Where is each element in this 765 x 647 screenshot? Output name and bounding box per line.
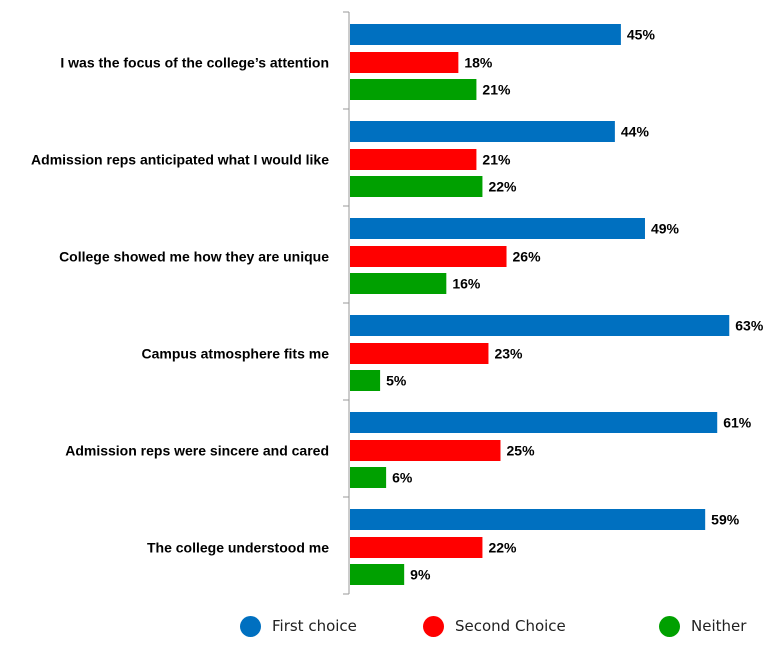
legend-label-second-choice: Second Choice [455, 617, 566, 635]
bar-first-choice [350, 412, 718, 433]
bar-second-choice [350, 246, 507, 267]
data-label: 21% [482, 152, 511, 168]
data-label: 6% [392, 470, 413, 486]
data-label: 26% [513, 249, 542, 265]
data-label: 22% [488, 540, 517, 556]
category-label: I was the focus of the college’s attenti… [60, 55, 329, 71]
bar-neither [350, 79, 477, 100]
data-label: 25% [507, 443, 536, 459]
bar-second-choice [350, 52, 459, 73]
legend-marker-second-choice [423, 615, 444, 637]
bar-second-choice [350, 343, 489, 364]
category-label: Admission reps anticipated what I would … [31, 152, 329, 168]
bar-neither [350, 273, 447, 294]
bar-first-choice [350, 315, 730, 336]
legend-item-second-choice: Second Choice [423, 612, 566, 640]
category-label: Campus atmosphere fits me [142, 346, 330, 362]
category-label: Admission reps were sincere and cared [65, 443, 329, 459]
bar-second-choice [350, 149, 477, 170]
bar-first-choice [350, 24, 621, 45]
bar-neither [350, 564, 405, 585]
bar-neither [350, 370, 381, 391]
legend-label-first-choice: First choice [272, 617, 357, 635]
data-label: 63% [735, 318, 764, 334]
bar-first-choice [350, 121, 615, 142]
data-label: 21% [482, 82, 511, 98]
data-label: 22% [488, 179, 517, 195]
data-label: 16% [452, 276, 481, 292]
legend-marker-neither [659, 615, 680, 637]
data-label: 49% [651, 221, 680, 237]
bar-neither [350, 176, 483, 197]
category-label: The college understood me [147, 540, 329, 556]
chart-legend: First choice Second Choice Neither [0, 612, 765, 640]
category-label: College showed me how they are unique [59, 249, 329, 265]
bar-first-choice [350, 218, 645, 239]
data-label: 9% [410, 567, 431, 583]
data-label: 45% [627, 27, 656, 43]
data-label: 59% [711, 512, 740, 528]
bar-first-choice [350, 509, 706, 530]
bar-neither [350, 467, 387, 488]
data-label: 18% [464, 55, 493, 71]
data-label: 5% [386, 373, 407, 389]
bar-second-choice [350, 537, 483, 558]
data-label: 44% [621, 124, 650, 140]
legend-item-first-choice: First choice [240, 612, 357, 640]
bar-second-choice [350, 440, 501, 461]
legend-label-neither: Neither [691, 617, 747, 635]
data-label: 23% [494, 346, 523, 362]
chart-svg: I was the focus of the college’s attenti… [31, 11, 764, 595]
data-label: 61% [723, 415, 752, 431]
legend-marker-first-choice [240, 615, 261, 637]
legend-item-neither: Neither [659, 612, 746, 640]
